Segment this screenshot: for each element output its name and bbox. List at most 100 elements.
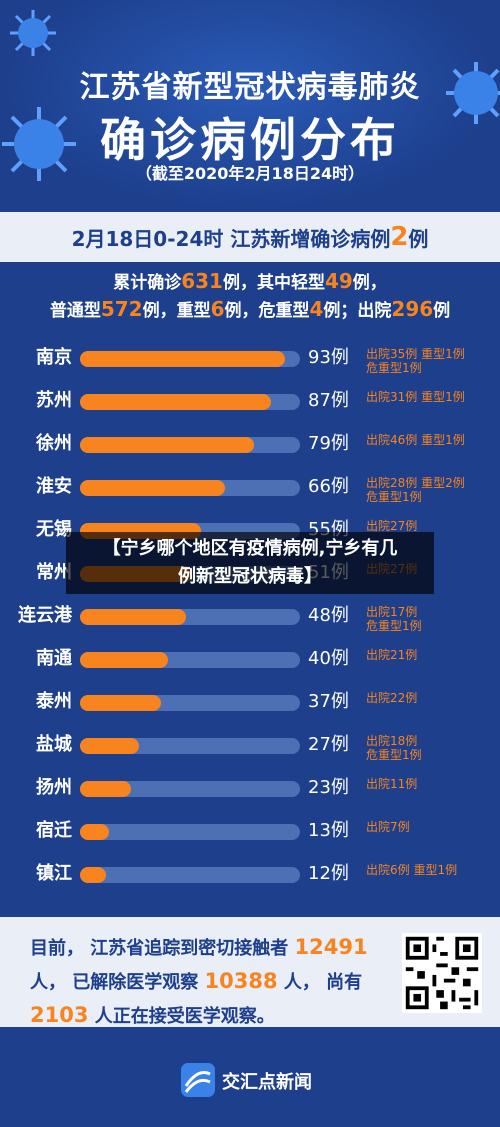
summary-text: 例 xyxy=(433,301,451,321)
summary-number: 572 xyxy=(100,297,143,321)
note-line: 出院6例 重型1例 xyxy=(366,863,458,877)
city-label: 宿迁 xyxy=(36,820,72,841)
bar xyxy=(80,394,271,410)
bar xyxy=(80,781,131,797)
count-label: 13例 xyxy=(308,820,349,841)
footer: 交汇点新闻 xyxy=(0,1050,500,1110)
city-label: 盐城 xyxy=(36,734,72,755)
bar-row: 宿迁 13例 出院7例 xyxy=(0,820,500,862)
count-label: 27例 xyxy=(308,734,349,755)
note-line: 出院18例 xyxy=(366,734,418,748)
note-line: 出院31例 重型1例 xyxy=(366,390,465,404)
virus-icon xyxy=(10,10,56,56)
bar-row: 徐州 79例 出院46例 重型1例 xyxy=(0,433,500,475)
city-label: 徐州 xyxy=(36,433,72,454)
bar-row: 南京 93例 出院35例 重型1例 危重型1例 xyxy=(0,347,500,389)
band-suffix: 例 xyxy=(408,226,429,251)
note-line: 出院17例 xyxy=(366,605,418,619)
city-label: 南京 xyxy=(36,347,72,368)
bar xyxy=(80,351,285,367)
note-line: 危重型1例 xyxy=(366,619,422,633)
note-label: 出院21例 xyxy=(366,648,500,662)
note-line: 出院35例 重型1例 xyxy=(366,347,465,361)
count-label: 93例 xyxy=(308,347,349,368)
note-label: 出院28例 重型2例 危重型1例 xyxy=(366,476,500,504)
contacts-number: 2103 xyxy=(30,1003,89,1027)
virus-icon xyxy=(2,107,76,181)
count-label: 48例 xyxy=(308,605,349,626)
bar-row: 南通 40例 出院21例 xyxy=(0,648,500,690)
band-number: 2 xyxy=(390,222,409,252)
bar xyxy=(80,824,109,840)
contacts-segment: 人， 尚有 xyxy=(277,972,363,993)
contacts-segment: 人正在接受医学观察。 xyxy=(88,1006,275,1027)
band-prefix: 2月18日0-24时 江苏新增确诊病例 xyxy=(71,226,391,251)
bar-track xyxy=(80,781,300,797)
note-label: 出院18例 危重型1例 xyxy=(366,734,500,762)
bar xyxy=(80,695,161,711)
city-label: 扬州 xyxy=(36,777,72,798)
note-label: 出院22例 xyxy=(366,691,500,705)
city-label: 泰州 xyxy=(36,691,72,712)
note-line: 出院7例 xyxy=(366,820,410,834)
bar-row: 盐城 27例 出院18例 危重型1例 xyxy=(0,734,500,776)
contacts-segment: 目前， 江苏省追踪到密切接触者 xyxy=(30,938,295,959)
count-label: 40例 xyxy=(308,648,349,669)
summary-text: 例；出院 xyxy=(323,301,392,321)
bar-track xyxy=(80,695,300,711)
note-line: 出院46例 重型1例 xyxy=(366,433,465,447)
bar-track xyxy=(80,480,300,496)
bar-track xyxy=(80,824,300,840)
bar-row: 泰州 37例 出院22例 xyxy=(0,691,500,733)
note-line: 出院22例 xyxy=(366,691,418,705)
note-label: 出院35例 重型1例 危重型1例 xyxy=(366,347,500,375)
contacts-segment: 人， 已解除医学观察 xyxy=(30,972,205,993)
summary-text: 例，其中轻型 xyxy=(222,273,325,293)
bar xyxy=(80,867,106,883)
note-label: 出院31例 重型1例 xyxy=(366,390,500,404)
city-label: 无锡 xyxy=(36,519,72,540)
bar-row: 苏州 87例 出院31例 重型1例 xyxy=(0,390,500,432)
summary-number: 4 xyxy=(309,297,324,321)
note-label: 出院27例 xyxy=(366,519,500,533)
contacts-text: 目前， 江苏省追踪到密切接触者 12491 人， 已解除医学观察 10388 人… xyxy=(30,931,390,1033)
bar xyxy=(80,652,168,668)
summary-number: 49 xyxy=(324,269,353,293)
contacts-number: 12491 xyxy=(294,935,368,959)
city-label: 南通 xyxy=(36,648,72,669)
city-label: 镇江 xyxy=(36,863,72,884)
caption-line-2: 例新型冠状病毒】 xyxy=(178,566,322,587)
page-title: 江苏省新型冠状病毒肺炎 xyxy=(79,70,421,105)
bar-row: 镇江 12例 出院6例 重型1例 xyxy=(0,863,500,905)
count-label: 66例 xyxy=(308,476,349,497)
brand-name: 交汇点新闻 xyxy=(222,1072,312,1093)
bar-track xyxy=(80,609,300,625)
note-line: 出院11例 xyxy=(366,777,418,791)
summary-text: 累计确诊 xyxy=(113,273,182,293)
city-label: 常州 xyxy=(36,562,72,583)
city-label: 苏州 xyxy=(36,390,72,411)
bar-row: 扬州 23例 出院11例 xyxy=(0,777,500,819)
bar-track xyxy=(80,351,300,367)
summary-number: 631 xyxy=(181,269,223,293)
header: 江苏省新型冠状病毒肺炎 确诊病例分布 （截至2020年2月18日24时） xyxy=(0,0,500,212)
bar xyxy=(80,609,186,625)
brand-logo-icon xyxy=(181,1063,215,1097)
note-line: 危重型1例 xyxy=(366,490,422,504)
new-cases-band: 2月18日0-24时 江苏新增确诊病例 2 例 xyxy=(0,212,500,262)
note-label: 出院46例 重型1例 xyxy=(366,433,500,447)
note-line: 出院28例 重型2例 xyxy=(366,476,465,490)
bar-track xyxy=(80,738,300,754)
caption-overlay: 【宁乡哪个地区有疫情病例,宁乡有几 例新型冠状病毒】 xyxy=(66,532,434,594)
count-label: 23例 xyxy=(308,777,349,798)
bar-row: 淮安 66例 出院28例 重型2例 危重型1例 xyxy=(0,476,500,518)
qr-code-icon[interactable] xyxy=(402,933,482,1013)
page-subtitle: 确诊病例分布 xyxy=(100,113,400,167)
note-line: 出院27例 xyxy=(366,519,418,533)
summary-line-2: 普通型572例，重型6例，危重型4例；出院296例 xyxy=(0,296,500,321)
count-label: 87例 xyxy=(308,390,349,411)
count-label: 79例 xyxy=(308,433,349,454)
date-note: （截至2020年2月18日24时） xyxy=(135,164,365,183)
summary-number: 296 xyxy=(391,297,434,321)
contacts-panel: 目前， 江苏省追踪到密切接触者 12491 人， 已解除医学观察 10388 人… xyxy=(0,917,500,1027)
